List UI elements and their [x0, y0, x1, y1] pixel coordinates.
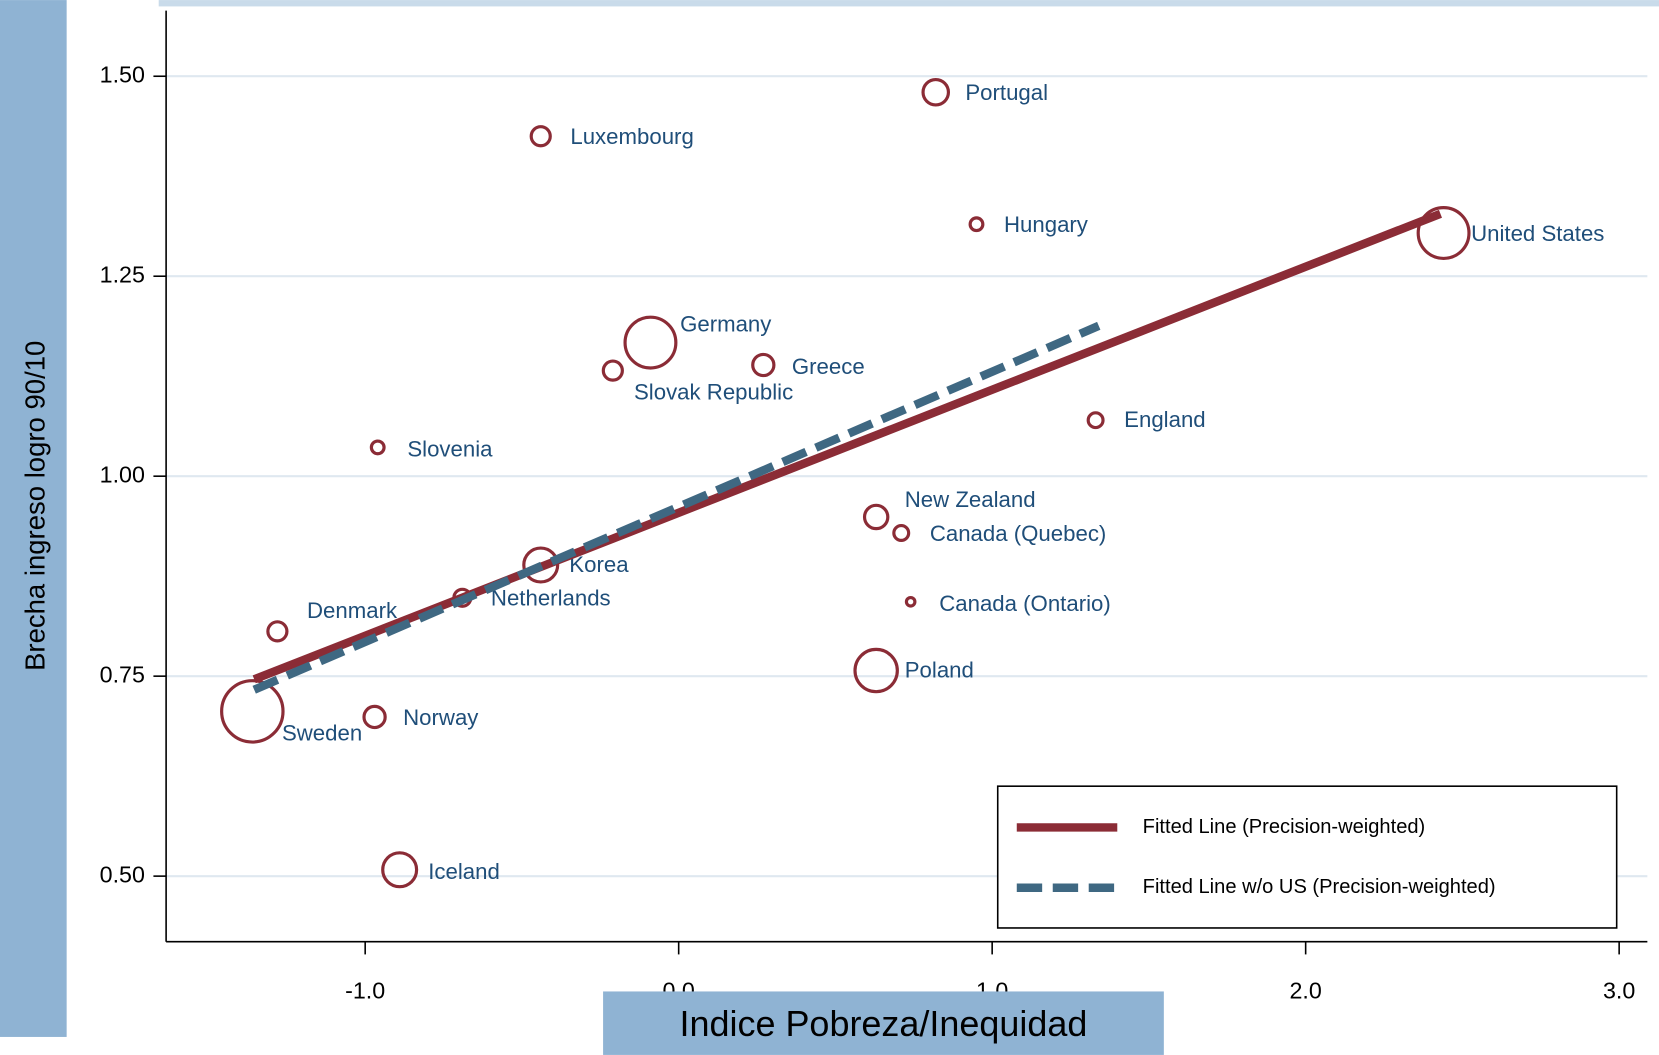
bubble — [522, 546, 560, 584]
point-label: Luxembourg — [570, 124, 693, 149]
y-tick-label: 1.00 — [100, 461, 145, 487]
legend: Fitted Line (Precision-weighted) Fitted L… — [996, 785, 1618, 929]
legend-label: Fitted Line (Precision-weighted) — [1143, 816, 1426, 838]
bubble — [862, 503, 890, 531]
point-label: Slovak Republic — [634, 380, 793, 405]
point-label: Greece — [792, 354, 865, 379]
grid — [166, 75, 1648, 878]
point-label: Norway — [403, 705, 479, 730]
point-label: Netherlands — [491, 586, 611, 611]
bubble — [1086, 411, 1105, 430]
point-label: United States — [1471, 221, 1604, 246]
x-tick-label: -1.0 — [345, 978, 385, 1004]
bubble — [601, 359, 624, 382]
legend-label: Fitted Line w/o US (Precision-weighted) — [1143, 876, 1496, 898]
y-tick-label: 1.50 — [100, 61, 145, 87]
x-label-box — [603, 991, 1164, 1055]
bubble — [529, 125, 552, 148]
point-label: Iceland — [428, 859, 500, 884]
ticks: 0.500.751.001.251.50-1.0 0.0 1.0 2.0 3.0 — [100, 61, 1636, 1003]
y-tick-label: 1.25 — [100, 261, 145, 287]
point-label: Hungary — [1004, 212, 1089, 237]
point-label: New Zealand — [905, 487, 1036, 512]
bubble — [1416, 206, 1471, 260]
y-label-band — [0, 0, 67, 1037]
point-label: Poland — [905, 657, 974, 682]
x-tick-label: 3.0 — [1603, 978, 1635, 1004]
point-label: Canada (Quebec) — [930, 521, 1107, 546]
legend-box — [996, 785, 1618, 929]
marks: Portugal Luxembourg Hungary United States Ge… — [220, 77, 1604, 889]
bubble — [904, 595, 917, 608]
point-label: Germany — [680, 312, 772, 337]
x-axis-title: Indice Pobreza/Inequidad — [679, 1003, 1087, 1044]
x-tick-label: 2.0 — [1289, 978, 1321, 1004]
bubble — [853, 647, 899, 694]
point-label: Sweden — [282, 720, 362, 745]
bubble — [751, 352, 776, 378]
bubble — [623, 315, 678, 370]
bubble — [381, 851, 419, 889]
y-axis-title: Brecha ingreso logro 90/10 — [19, 341, 50, 671]
bubble — [921, 77, 951, 107]
point-label: Slovenia — [407, 436, 493, 461]
bubble — [220, 679, 285, 744]
bubble — [266, 620, 289, 643]
top-band — [158, 0, 1659, 7]
point-label: Portugal — [965, 80, 1048, 105]
bubble — [362, 704, 387, 730]
y-tick-label: 0.50 — [100, 861, 145, 887]
point-label: Canada (Ontario) — [939, 591, 1111, 616]
fitted-line — [252, 321, 1101, 694]
bubble — [892, 523, 911, 542]
y-tick-label: 0.75 — [100, 661, 145, 687]
bubble — [369, 439, 386, 456]
bubble — [968, 216, 985, 233]
point-label: England — [1124, 407, 1205, 432]
point-label: Denmark — [307, 598, 398, 623]
